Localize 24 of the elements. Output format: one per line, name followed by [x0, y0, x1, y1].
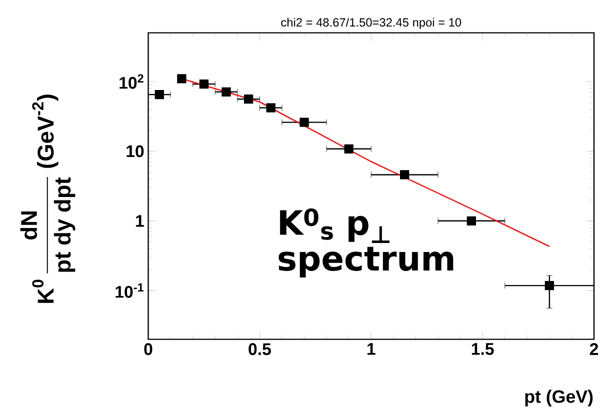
point: [244, 94, 254, 104]
point: [177, 74, 186, 84]
y-tick-label: 1: [136, 215, 144, 227]
point: [199, 80, 209, 89]
point: [300, 118, 309, 127]
y-axis-title: $\text{K}^{\text{0}}\,\frac{\text{dN}}{\text{pt dy dpt}}\;\text{(GeV}^{\text{-2}}\text{)}$: [20, 94, 76, 303]
chart-title: chi2 = 48.67/1.50=32.45 npoi = 10: [281, 18, 462, 29]
point: [344, 144, 354, 154]
point: [400, 170, 410, 180]
x-tick-label: 1: [368, 343, 376, 355]
y-tick-label: 10: [126, 145, 144, 158]
x-tick-label: 0.5: [248, 343, 271, 356]
y-tick-label: 10$^{2}$: [120, 74, 144, 89]
y-tick-label: 10$^{-1}$: [116, 283, 144, 298]
point: [466, 216, 476, 226]
x-tick-label: 2: [590, 343, 598, 355]
point: [266, 103, 276, 112]
point: [222, 87, 231, 97]
x-tick-label: 1.5: [472, 343, 494, 355]
annotation: K$^{0}$$_{s}$ p$_{⊥}$ spectrum: [278, 208, 454, 278]
x-tick-label: 0: [144, 343, 152, 356]
point: [154, 90, 164, 100]
point: [544, 281, 554, 290]
x-axis-title: pt (GeV): [525, 390, 593, 406]
